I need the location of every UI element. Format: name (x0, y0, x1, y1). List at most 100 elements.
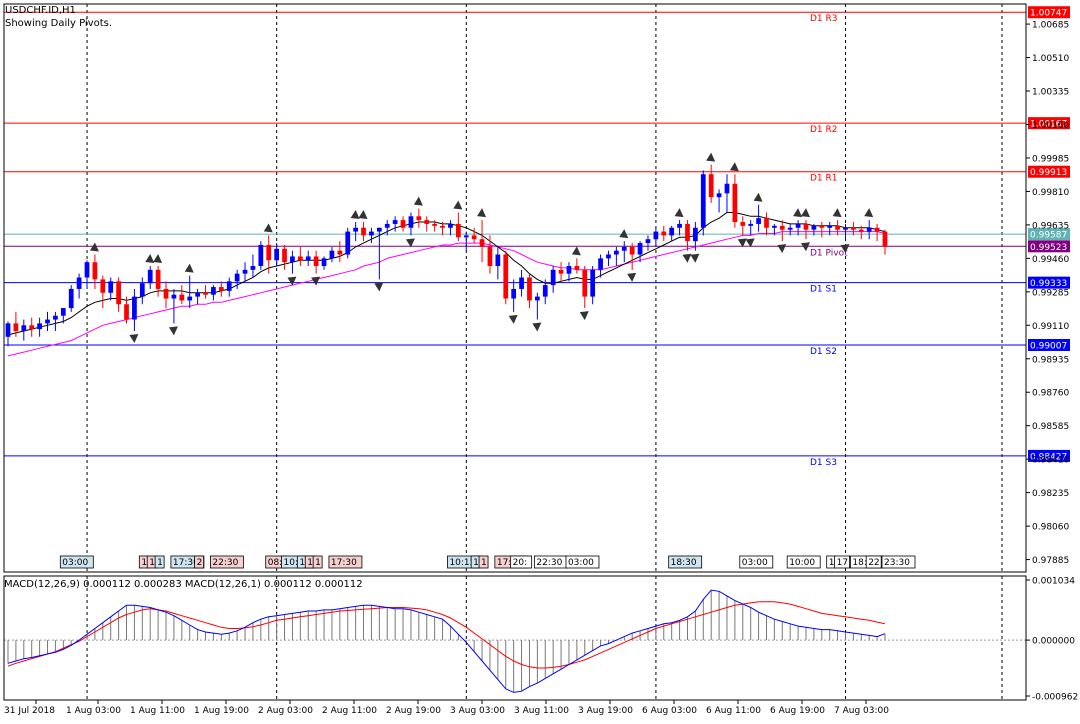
axes-layer: 1.00685 1.00510 1.00335 1.00160 0.99985 0.998… (3, 3, 1078, 716)
pivot-price-tag-label: 1.00747 (1030, 9, 1067, 19)
price-y-tick-label: 0.97885 (1032, 556, 1069, 566)
candle-body (495, 254, 501, 267)
pivot-level-label: D1 Pivot (810, 248, 848, 258)
candle-body (13, 323, 19, 332)
price-y-tick-label: 0.98585 (1032, 422, 1069, 432)
chart-subtitle: Showing Daily Pivots. (5, 18, 112, 29)
candle-body (440, 225, 445, 228)
event-label-text: 2 (197, 558, 203, 568)
event-label-box (834, 555, 850, 569)
pivot-price-tag (1028, 117, 1070, 130)
candle-body (305, 256, 311, 261)
candle-body (606, 254, 611, 259)
candle-body (858, 229, 864, 232)
candle-body (574, 266, 580, 270)
candle-body (732, 183, 738, 223)
candle-body (851, 227, 856, 230)
x-axis-tick-label: 3 Aug 19:00 (578, 706, 633, 716)
moving-averages-layer (7, 212, 886, 357)
candle-body (266, 244, 272, 261)
candle-body (787, 227, 793, 230)
candle-body (700, 174, 706, 228)
macd-y-tick-label: 0.000000 (1032, 637, 1075, 647)
macd-main-line (7, 589, 886, 693)
candle-body (179, 294, 185, 301)
candle-body (234, 273, 240, 282)
candle-body (811, 225, 817, 230)
fractal-down-marker (682, 253, 692, 263)
candle-body (669, 227, 675, 236)
event-label-text: 10:30 (284, 558, 310, 568)
candle-body (400, 220, 406, 228)
candle-body (321, 258, 327, 267)
candle-body (677, 223, 682, 228)
fractal-down-marker (627, 272, 637, 282)
event-label-box (565, 555, 600, 569)
candle-body (598, 258, 603, 270)
price-y-tick-label: 0.98410 (1032, 456, 1069, 466)
price-y-tick-label: 0.98235 (1032, 489, 1069, 499)
event-label-box (739, 555, 774, 569)
fractal-up-marker (89, 242, 99, 252)
pivot-level-label: D1 S3 (810, 458, 837, 468)
event-label-box (194, 555, 205, 569)
candle-body (139, 283, 145, 297)
event-label-text: 1 (481, 558, 487, 568)
candle-body (432, 223, 438, 226)
pivot-price-tag (1028, 338, 1070, 351)
candle-body (297, 256, 303, 261)
candle-body (558, 269, 564, 274)
price-y-tick-label: 0.98760 (1032, 389, 1069, 399)
fractal-up-marker (706, 152, 716, 162)
price-y-tick-label: 0.99985 (1032, 154, 1069, 164)
event-label-box (154, 555, 165, 569)
candle-body (250, 266, 256, 270)
candle-body (211, 287, 216, 295)
event-label-text: 10:00 (789, 558, 815, 568)
event-label-text: 22:30 (536, 558, 562, 568)
candle-body (519, 277, 524, 289)
macd-y-tick-label: 0.001034 (1032, 577, 1075, 587)
fractal-up-marker (263, 223, 273, 233)
event-label-text: 17 (837, 558, 848, 568)
fractal-up-marker (145, 254, 155, 264)
candle-body (163, 288, 169, 299)
candle-body (290, 256, 295, 263)
price-panel-frame (3, 3, 1027, 573)
candle-body (155, 269, 161, 289)
candle-body (716, 193, 722, 198)
price-y-tick-label: 1.00685 (1032, 21, 1069, 31)
candle-body (37, 323, 42, 330)
candle-body (195, 292, 200, 297)
candle-body (455, 223, 461, 238)
candle-body (645, 239, 651, 244)
candle-body (534, 296, 540, 301)
price-y-tick-label: 0.98060 (1032, 523, 1069, 533)
candle-body (779, 225, 785, 230)
x-axis-tick-label: 31 Jul 2018 (4, 706, 55, 716)
candle-body (116, 281, 121, 305)
price-y-tick-label: 0.99285 (1032, 288, 1069, 298)
fractal-up-marker (753, 192, 763, 202)
event-label-text: 17:30 (173, 558, 199, 568)
event-label-box (478, 555, 489, 569)
candle-body (724, 183, 730, 194)
candle-body (353, 227, 359, 232)
candle-body (384, 223, 390, 228)
fractal-down-marker (745, 238, 755, 248)
macd-title: MACD(12,26,9) 0.000112 0.000283 MACD(12,… (4, 579, 363, 590)
candle-body (843, 227, 848, 230)
x-axis-tick-label: 1 Aug 19:00 (194, 706, 249, 716)
fractal-down-marker (374, 282, 384, 292)
candle-body (772, 225, 777, 228)
price-y-tick-label: 1.00510 (1032, 54, 1069, 64)
candle-body (487, 246, 493, 267)
candle-body (653, 231, 659, 240)
event-label-text: 1 (307, 558, 313, 568)
candle-body (258, 244, 264, 267)
price-y-tick-label: 0.99810 (1032, 188, 1069, 198)
candle-body (866, 227, 872, 232)
candle-body (448, 223, 453, 228)
